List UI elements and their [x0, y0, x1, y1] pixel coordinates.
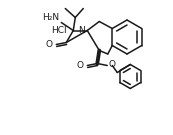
Text: N: N: [79, 26, 85, 35]
Text: O: O: [76, 61, 83, 70]
Text: HCl: HCl: [51, 26, 67, 35]
Text: H₂N: H₂N: [42, 13, 59, 21]
Text: O: O: [45, 40, 52, 49]
Text: O: O: [108, 60, 115, 69]
